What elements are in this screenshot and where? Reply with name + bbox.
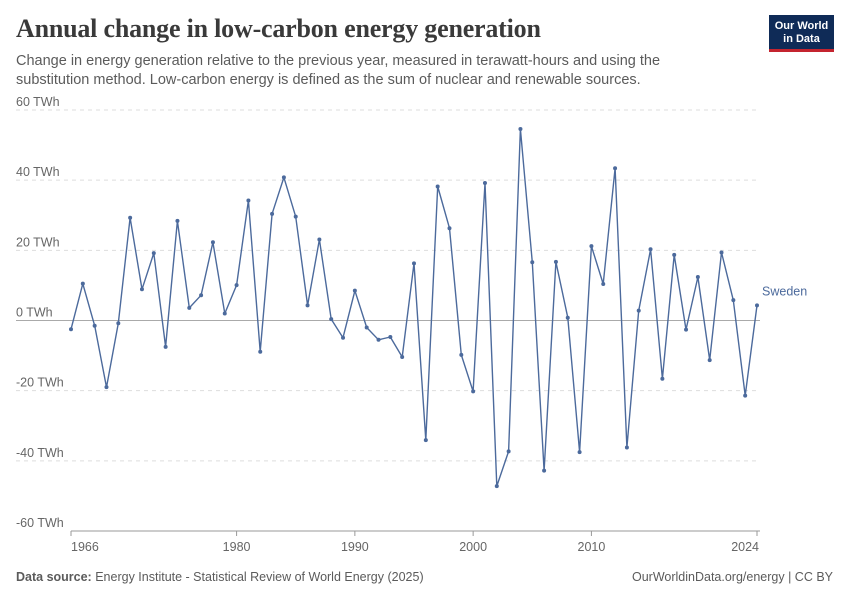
logo-line-1: Our World — [774, 20, 829, 32]
data-point — [684, 327, 689, 332]
data-point — [412, 261, 416, 266]
data-point — [187, 305, 192, 310]
data-point — [624, 445, 629, 450]
data-point — [92, 323, 97, 328]
data-point — [589, 244, 594, 249]
x-tick-label: 1980 — [223, 540, 251, 554]
data-point — [648, 247, 653, 252]
data-point — [743, 393, 748, 398]
data-point — [69, 327, 73, 332]
data-point — [423, 438, 428, 443]
logo-line-2: in Data — [783, 33, 820, 45]
data-point — [530, 260, 535, 265]
data-point — [210, 240, 215, 245]
data-point — [601, 282, 606, 287]
data-point — [553, 259, 558, 264]
data-point — [755, 303, 759, 308]
y-tick-label: 40 TWh — [16, 165, 60, 179]
data-point — [80, 281, 85, 286]
data-point — [175, 218, 180, 223]
data-point — [352, 288, 357, 293]
y-tick-label: 60 TWh — [16, 95, 60, 109]
data-point — [341, 335, 346, 340]
data-point — [506, 449, 511, 454]
axis-layer: 60 TWh 40 TWh 20 TWh 0 TWh -20 TWh -40 TWh -60… — [16, 95, 760, 554]
x-tick-label: 1966 — [71, 540, 99, 554]
data-point — [459, 352, 464, 357]
data-point — [672, 252, 677, 257]
x-tick-label: 2010 — [578, 540, 606, 554]
data-point — [518, 126, 523, 131]
data-point — [104, 385, 109, 390]
series-layer: Sweden — [69, 126, 807, 489]
data-point — [719, 250, 724, 255]
y-tick-label: 0 TWh — [16, 306, 53, 320]
data-point — [151, 251, 156, 256]
chart-subtitle: Change in energy generation relative to … — [16, 53, 661, 88]
data-point — [471, 389, 476, 394]
data-point — [542, 468, 547, 473]
data-point — [270, 211, 275, 216]
owid-logo[interactable]: Our World in Data — [769, 15, 834, 52]
data-point — [364, 325, 369, 330]
data-point — [199, 293, 204, 298]
data-point — [222, 311, 227, 316]
grid-layer — [16, 109, 760, 532]
data-point — [435, 184, 440, 189]
data-point — [400, 354, 405, 359]
data-point — [613, 166, 618, 171]
data-point — [494, 484, 499, 489]
y-tick-label: -20 TWh — [16, 376, 64, 390]
x-tick-label: 1990 — [341, 540, 369, 554]
data-point — [707, 358, 712, 363]
data-source-text[interactable]: Energy Institute - Statistical Review of… — [95, 570, 424, 584]
data-point — [447, 226, 452, 231]
x-tick-label: 2024 — [731, 540, 759, 554]
data-point — [636, 308, 641, 313]
data-point — [116, 321, 121, 326]
data-point — [660, 376, 665, 381]
chart-title: Annual change in low-carbon energy gener… — [16, 14, 541, 43]
data-point — [376, 337, 381, 342]
y-tick-label: 20 TWh — [16, 235, 60, 249]
data-point — [163, 344, 168, 349]
data-point — [305, 303, 310, 308]
data-point — [281, 175, 286, 180]
data-point — [695, 274, 700, 279]
data-point — [128, 215, 133, 220]
data-point — [293, 214, 298, 219]
data-point — [234, 283, 239, 288]
data-point — [246, 198, 251, 203]
data-point — [565, 315, 570, 320]
data-point — [329, 317, 334, 322]
data-point — [139, 287, 144, 292]
data-source-label: Data source: — [16, 570, 92, 584]
data-point — [258, 349, 263, 354]
data-point — [482, 180, 487, 185]
data-source: Data source: Energy Institute - Statisti… — [16, 570, 424, 584]
data-point — [731, 298, 736, 303]
y-tick-label: -60 TWh — [16, 516, 64, 530]
series-label: Sweden — [762, 284, 807, 298]
y-tick-label: -40 TWh — [16, 446, 64, 460]
data-point — [317, 237, 322, 242]
x-tick-label: 2000 — [459, 540, 487, 554]
data-point — [388, 334, 393, 339]
data-point — [577, 450, 582, 455]
credit-link[interactable]: OurWorldinData.org/energy | CC BY — [631, 570, 833, 584]
series-line-sweden — [70, 128, 758, 487]
